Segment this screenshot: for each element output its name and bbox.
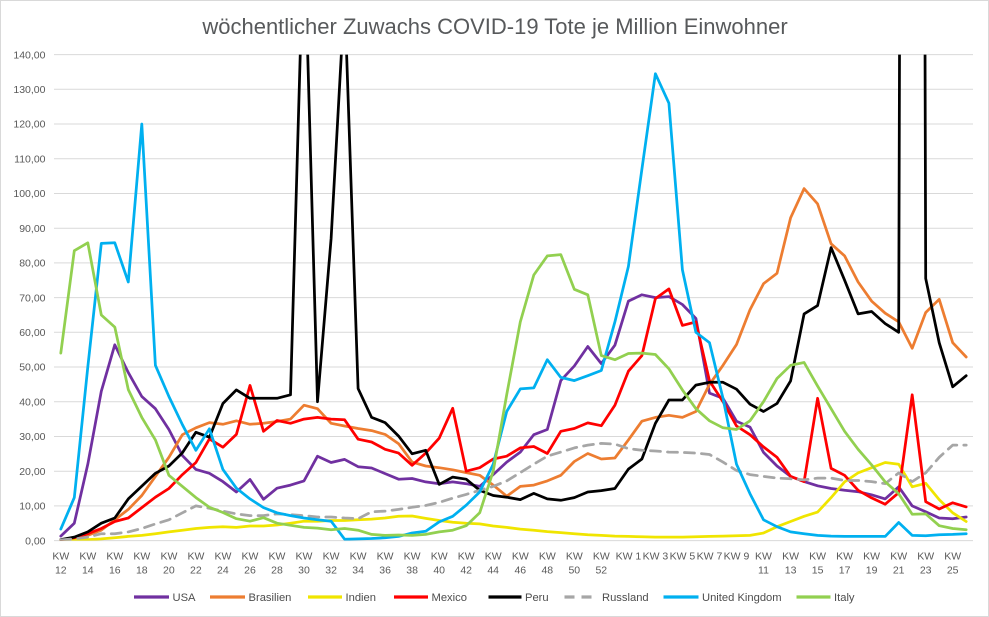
- svg-text:KW: KW: [485, 551, 502, 563]
- svg-text:Indien: Indien: [346, 592, 376, 604]
- svg-text:KW: KW: [917, 551, 934, 563]
- svg-text:10,00: 10,00: [19, 501, 45, 513]
- svg-text:100,00: 100,00: [13, 188, 45, 200]
- svg-text:KW: KW: [269, 551, 286, 563]
- svg-text:30: 30: [298, 565, 310, 577]
- svg-text:30,00: 30,00: [19, 431, 45, 443]
- svg-text:14: 14: [82, 565, 94, 577]
- svg-text:50,00: 50,00: [19, 362, 45, 374]
- svg-text:11: 11: [758, 565, 769, 577]
- svg-text:KW: KW: [133, 551, 150, 563]
- svg-text:KW: KW: [863, 551, 880, 563]
- svg-text:32: 32: [325, 565, 337, 577]
- svg-text:KW: KW: [836, 551, 853, 563]
- svg-text:38: 38: [406, 565, 418, 577]
- svg-text:KW 5: KW 5: [670, 551, 696, 563]
- svg-text:KW: KW: [593, 551, 610, 563]
- svg-text:Mexico: Mexico: [432, 592, 467, 604]
- svg-text:48: 48: [541, 565, 553, 577]
- svg-text:130,00: 130,00: [13, 84, 45, 96]
- svg-text:KW: KW: [458, 551, 475, 563]
- svg-text:KW: KW: [52, 551, 69, 563]
- svg-text:110,00: 110,00: [14, 153, 45, 165]
- svg-text:KW: KW: [431, 551, 448, 563]
- svg-text:34: 34: [352, 565, 364, 577]
- svg-text:KW: KW: [377, 551, 394, 563]
- svg-text:0,00: 0,00: [25, 535, 46, 547]
- svg-text:15: 15: [812, 565, 824, 577]
- svg-text:36: 36: [379, 565, 391, 577]
- svg-text:KW: KW: [782, 551, 799, 563]
- svg-text:50: 50: [568, 565, 580, 577]
- svg-text:KW 7: KW 7: [697, 551, 723, 563]
- svg-text:24: 24: [217, 565, 229, 577]
- svg-text:25: 25: [947, 565, 959, 577]
- svg-text:KW: KW: [539, 551, 556, 563]
- svg-text:20,00: 20,00: [19, 466, 45, 478]
- svg-text:KW: KW: [187, 551, 204, 563]
- svg-text:KW: KW: [809, 551, 826, 563]
- svg-text:KW: KW: [323, 551, 340, 563]
- svg-text:22: 22: [190, 565, 202, 577]
- svg-text:12: 12: [55, 565, 67, 577]
- svg-text:90,00: 90,00: [19, 223, 45, 235]
- svg-text:18: 18: [136, 565, 148, 577]
- svg-text:52: 52: [595, 565, 607, 577]
- svg-text:KW 3: KW 3: [643, 551, 669, 563]
- svg-text:16: 16: [109, 565, 121, 577]
- svg-text:Russland: Russland: [602, 592, 649, 604]
- svg-text:KW: KW: [79, 551, 96, 563]
- svg-text:80,00: 80,00: [19, 258, 45, 270]
- svg-text:wöchentlicher Zuwachs COVID-19: wöchentlicher Zuwachs COVID-19 Tote je M…: [201, 14, 787, 39]
- svg-text:44: 44: [487, 565, 499, 577]
- svg-text:21: 21: [893, 565, 905, 577]
- svg-text:20: 20: [163, 565, 175, 577]
- svg-text:KW: KW: [512, 551, 529, 563]
- svg-text:KW: KW: [350, 551, 367, 563]
- svg-text:United Kingdom: United Kingdom: [702, 592, 782, 604]
- svg-text:KW: KW: [566, 551, 583, 563]
- svg-text:KW: KW: [404, 551, 421, 563]
- svg-text:40: 40: [433, 565, 445, 577]
- svg-text:60,00: 60,00: [19, 327, 45, 339]
- svg-text:KW: KW: [214, 551, 231, 563]
- svg-text:19: 19: [866, 565, 878, 577]
- svg-text:KW: KW: [296, 551, 313, 563]
- svg-text:KW: KW: [755, 551, 772, 563]
- svg-text:46: 46: [514, 565, 526, 577]
- svg-text:KW 1: KW 1: [616, 551, 642, 563]
- svg-text:KW: KW: [106, 551, 123, 563]
- svg-text:26: 26: [244, 565, 256, 577]
- svg-text:KW: KW: [242, 551, 259, 563]
- svg-text:28: 28: [271, 565, 283, 577]
- svg-text:120,00: 120,00: [13, 119, 45, 131]
- svg-text:70,00: 70,00: [19, 292, 45, 304]
- svg-text:KW: KW: [890, 551, 907, 563]
- svg-text:13: 13: [785, 565, 797, 577]
- svg-text:KW: KW: [944, 551, 961, 563]
- svg-text:KW: KW: [160, 551, 177, 563]
- svg-text:Peru: Peru: [525, 592, 549, 604]
- svg-text:Brasilien: Brasilien: [249, 592, 292, 604]
- svg-text:17: 17: [839, 565, 851, 577]
- svg-text:USA: USA: [173, 592, 197, 604]
- svg-text:23: 23: [920, 565, 932, 577]
- svg-text:140,00: 140,00: [13, 49, 45, 61]
- svg-text:Italy: Italy: [834, 592, 855, 604]
- svg-text:KW 9: KW 9: [724, 551, 750, 563]
- svg-text:42: 42: [460, 565, 472, 577]
- svg-text:40,00: 40,00: [19, 396, 45, 408]
